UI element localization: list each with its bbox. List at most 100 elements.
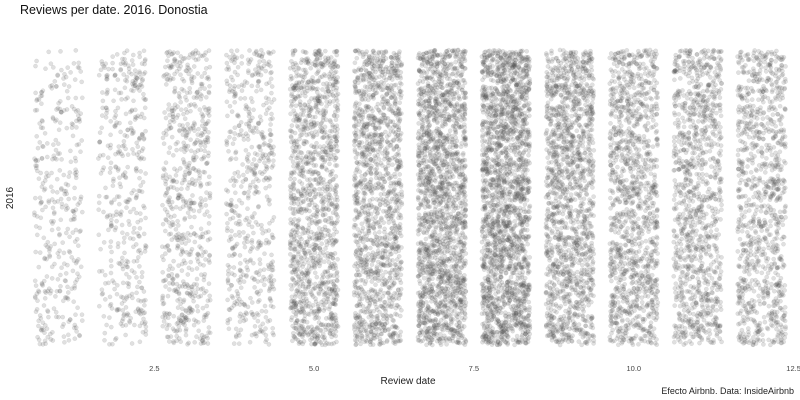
data-point: [175, 218, 180, 224]
data-point: [62, 339, 67, 345]
data-point: [312, 334, 318, 340]
data-point: [192, 239, 198, 245]
data-point: [104, 76, 110, 82]
data-point: [333, 136, 339, 141]
data-point: [240, 179, 246, 184]
data-point: [363, 172, 368, 177]
data-point: [244, 259, 250, 265]
data-point: [390, 317, 396, 323]
data-point: [366, 303, 372, 309]
data-point: [306, 202, 312, 208]
data-point: [49, 170, 54, 176]
data-point: [270, 304, 276, 310]
data-point: [225, 280, 231, 286]
data-point: [77, 332, 82, 338]
data-point: [40, 341, 46, 347]
data-point: [184, 290, 190, 296]
data-point: [261, 102, 266, 108]
data-point: [307, 277, 313, 283]
data-point: [128, 315, 133, 321]
data-point: [201, 334, 207, 340]
data-point: [100, 152, 106, 158]
data-point: [368, 157, 374, 162]
data-point: [198, 226, 204, 232]
data-point: [167, 280, 172, 286]
data-point: [234, 288, 240, 294]
data-point: [164, 326, 170, 332]
data-point: [292, 48, 298, 54]
data-point: [115, 77, 121, 82]
data-point: [33, 295, 38, 301]
data-point: [353, 341, 359, 347]
data-point: [46, 49, 52, 55]
data-point: [397, 137, 403, 142]
data-point: [328, 156, 333, 162]
data-point: [76, 274, 82, 280]
data-point: [137, 309, 142, 314]
data-point: [257, 59, 262, 64]
data-point: [315, 152, 321, 157]
data-point: [226, 148, 231, 154]
data-point: [79, 312, 85, 318]
data-point: [392, 122, 397, 128]
data-point: [309, 183, 314, 189]
data-point: [305, 122, 311, 128]
data-point: [115, 307, 121, 312]
data-point: [241, 137, 247, 142]
data-point: [135, 307, 141, 312]
data-point: [186, 285, 191, 291]
data-point: [297, 284, 303, 289]
data-point: [162, 310, 167, 316]
data-point: [104, 322, 109, 328]
data-point: [50, 338, 56, 343]
data-point: [132, 83, 138, 89]
data-point: [271, 158, 276, 163]
data-point: [359, 184, 364, 190]
data-point: [252, 151, 258, 156]
data-point: [385, 140, 391, 146]
data-point: [137, 234, 142, 239]
data-point: [316, 339, 322, 344]
data-point: [56, 254, 62, 260]
data-point: [328, 169, 333, 175]
data-point: [245, 68, 251, 73]
data-point: [325, 296, 331, 302]
data-point: [327, 99, 333, 104]
data-point: [56, 314, 61, 320]
data-point: [62, 278, 68, 283]
data-point: [289, 59, 294, 64]
data-point: [358, 129, 364, 135]
data-point: [192, 214, 197, 220]
data-point: [113, 164, 119, 170]
data-point: [52, 261, 57, 267]
data-point: [368, 169, 374, 175]
data-point: [331, 340, 337, 346]
data-point: [262, 251, 267, 256]
data-point: [171, 288, 177, 293]
data-point: [233, 156, 239, 162]
data-point: [51, 211, 57, 216]
data-point: [291, 309, 297, 315]
data-point: [366, 289, 371, 295]
data-point: [378, 191, 384, 197]
data-point: [160, 295, 165, 301]
data-point: [232, 131, 237, 136]
data-point: [320, 212, 326, 218]
data-point: [185, 121, 190, 127]
data-point: [252, 51, 257, 57]
data-point: [377, 63, 382, 69]
data-point: [300, 341, 306, 347]
data-point: [300, 226, 306, 232]
data-point: [136, 310, 142, 316]
data-point: [388, 262, 393, 268]
data-point: [113, 113, 119, 118]
data-point: [57, 106, 63, 112]
data-point: [129, 107, 135, 113]
data-point: [320, 272, 326, 278]
data-point: [34, 58, 39, 64]
data-point: [245, 267, 251, 273]
data-point: [187, 308, 193, 314]
data-point: [136, 233, 141, 239]
data-point: [137, 88, 142, 93]
data-point: [160, 135, 166, 141]
